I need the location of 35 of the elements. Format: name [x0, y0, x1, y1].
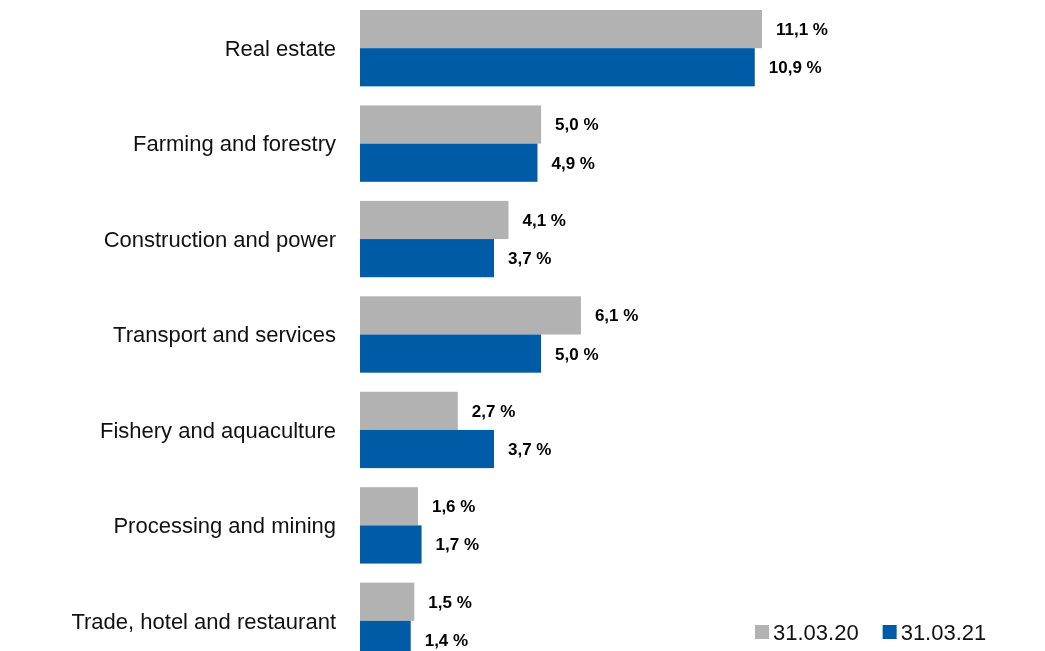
bar	[360, 334, 542, 373]
data-label: 4,1 %	[522, 210, 566, 230]
data-label: 1,6 %	[431, 497, 476, 517]
bar	[360, 200, 509, 240]
data-label: 5,0 %	[555, 344, 599, 364]
data-label: 10,9 %	[768, 58, 822, 78]
data-label: 3,7 %	[508, 249, 552, 269]
data-label: 11,1 %	[776, 20, 828, 40]
bar	[360, 143, 538, 182]
y-tick-label: Trade, hotel and restaurant	[71, 608, 336, 634]
y-tick-label: Processing and mining	[113, 513, 336, 539]
y-tick-label: Fishery and aquaculture	[99, 417, 336, 443]
data-label: 4,9 %	[551, 153, 595, 173]
y-tick-label: Farming and forestry	[133, 131, 336, 157]
y-tick-label: Construction and power	[103, 226, 336, 252]
legend-label: 31.03.21	[900, 619, 987, 645]
bar	[360, 105, 542, 144]
bar	[360, 296, 581, 335]
bar	[360, 48, 755, 87]
data-label: 1,7 %	[435, 535, 480, 555]
data-label: 6,1 %	[594, 306, 639, 326]
bar	[360, 239, 494, 278]
data-label: 3,7 %	[508, 439, 552, 459]
y-tick-label: Real estate	[224, 35, 336, 61]
bar	[360, 391, 458, 430]
data-label: 1,4 %	[424, 630, 469, 650]
data-label: 2,7 %	[471, 401, 516, 421]
legend-label: 31.03.20	[773, 619, 859, 645]
data-label: 1,5 %	[428, 592, 472, 612]
bar	[360, 525, 422, 564]
bar	[360, 10, 762, 49]
bar	[360, 487, 418, 526]
y-tick-label: Transport and services	[113, 322, 336, 348]
data-label: 5,0 %	[555, 115, 599, 135]
bar	[360, 429, 494, 469]
